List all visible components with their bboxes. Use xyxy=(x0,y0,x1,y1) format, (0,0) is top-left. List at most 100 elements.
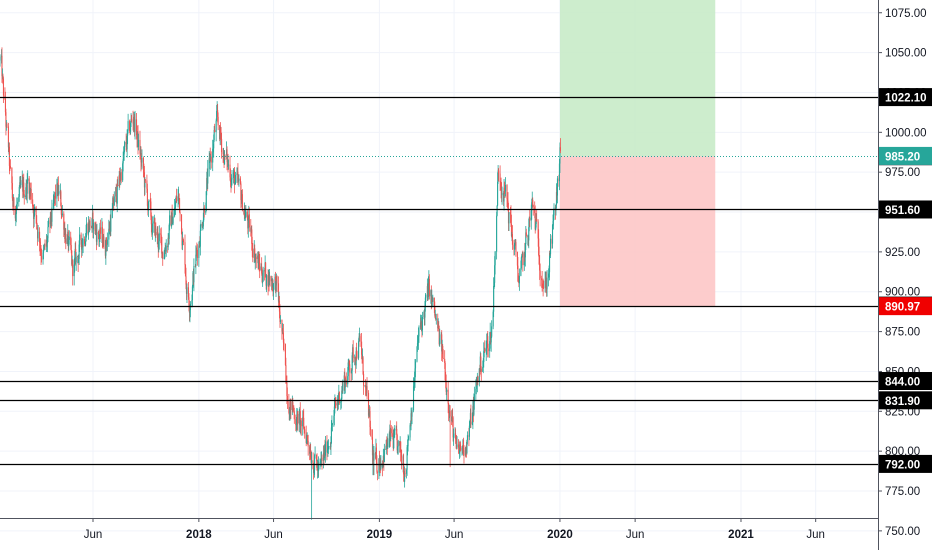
level-tag: 844.00 xyxy=(879,372,932,391)
candle-body xyxy=(480,356,482,369)
candle-body xyxy=(134,119,136,132)
candle-body xyxy=(265,262,267,278)
candle-body xyxy=(205,210,207,213)
candle-body xyxy=(283,342,285,344)
candle xyxy=(397,446,399,455)
candle xyxy=(229,155,231,181)
candle-body xyxy=(127,130,129,136)
candle-body xyxy=(455,439,457,442)
candle-body xyxy=(201,223,203,227)
candle-body xyxy=(79,234,81,245)
candle-body xyxy=(503,187,506,192)
candle-body xyxy=(221,138,223,153)
candle xyxy=(362,356,364,376)
candle-body xyxy=(144,179,146,188)
candle xyxy=(34,204,36,217)
candle xyxy=(239,176,241,185)
candle xyxy=(28,176,30,199)
candle-body xyxy=(537,221,539,239)
candle-body xyxy=(11,183,13,199)
candle-body xyxy=(187,287,190,298)
candle-body xyxy=(180,214,183,234)
candle xyxy=(221,132,223,159)
candle-body xyxy=(234,184,236,186)
candle-body xyxy=(216,111,218,121)
candle-body xyxy=(39,242,41,248)
candle xyxy=(40,244,42,266)
candle-body xyxy=(421,317,423,331)
candle xyxy=(425,294,427,303)
candle-body xyxy=(424,307,426,318)
candle-body xyxy=(277,283,280,302)
time-tick-label: 2021 xyxy=(728,529,754,541)
candle xyxy=(86,217,88,238)
candle xyxy=(137,133,140,151)
candle xyxy=(504,177,507,197)
candle-body xyxy=(236,173,238,176)
candle-body xyxy=(200,223,202,231)
candle xyxy=(334,394,336,414)
candle xyxy=(108,219,110,247)
candle xyxy=(248,207,250,232)
candle-body xyxy=(86,223,88,234)
candle-body xyxy=(171,213,173,225)
candle xyxy=(127,113,129,134)
candle-body xyxy=(466,440,468,454)
time-tick-label: Jun xyxy=(806,529,825,541)
candle-body xyxy=(254,259,256,261)
candle-body xyxy=(233,170,236,185)
candle xyxy=(487,343,489,358)
candle-body xyxy=(112,197,114,204)
profit-zone[interactable] xyxy=(559,0,716,157)
time-tick-label: Jun xyxy=(626,529,645,541)
candle-body xyxy=(155,228,157,236)
candle xyxy=(293,405,295,413)
candle-body xyxy=(94,222,96,231)
candle-body xyxy=(224,154,226,156)
candle xyxy=(376,470,378,481)
candle-body xyxy=(262,270,264,282)
candle xyxy=(1,47,3,83)
candle-body xyxy=(191,286,193,301)
candle-body xyxy=(344,379,346,388)
candle xyxy=(16,197,18,210)
candle xyxy=(40,238,42,253)
candle xyxy=(68,230,70,245)
position-zones[interactable] xyxy=(559,0,716,307)
candle-body xyxy=(126,135,128,150)
candle-body xyxy=(409,425,411,438)
candle xyxy=(475,376,477,395)
candle-body xyxy=(309,446,311,454)
candle-body xyxy=(378,459,380,469)
candle-body xyxy=(304,429,306,433)
candle xyxy=(63,211,65,238)
candle-body xyxy=(23,182,25,195)
candle-body xyxy=(25,195,27,197)
candle xyxy=(198,241,200,267)
candle xyxy=(356,342,358,361)
candle-body xyxy=(115,187,117,200)
candle-body xyxy=(258,260,260,269)
candle-body xyxy=(18,187,20,197)
candle-body xyxy=(351,370,353,374)
candle-body xyxy=(485,347,487,352)
candle xyxy=(487,331,489,358)
candle-body xyxy=(383,448,385,463)
candle-body xyxy=(433,297,435,307)
candle-body xyxy=(184,264,187,277)
candle-body xyxy=(9,165,11,169)
candle xyxy=(41,248,43,263)
candle-body xyxy=(559,147,561,164)
candle-body xyxy=(146,180,148,189)
candle xyxy=(265,262,267,278)
candle-body xyxy=(546,277,548,290)
horizontal-levels[interactable] xyxy=(0,96,878,466)
candle xyxy=(442,348,444,360)
candle-body xyxy=(20,182,22,186)
candle xyxy=(181,231,184,251)
candle-body xyxy=(453,434,455,438)
candle xyxy=(164,247,166,260)
loss-zone[interactable] xyxy=(559,156,716,307)
